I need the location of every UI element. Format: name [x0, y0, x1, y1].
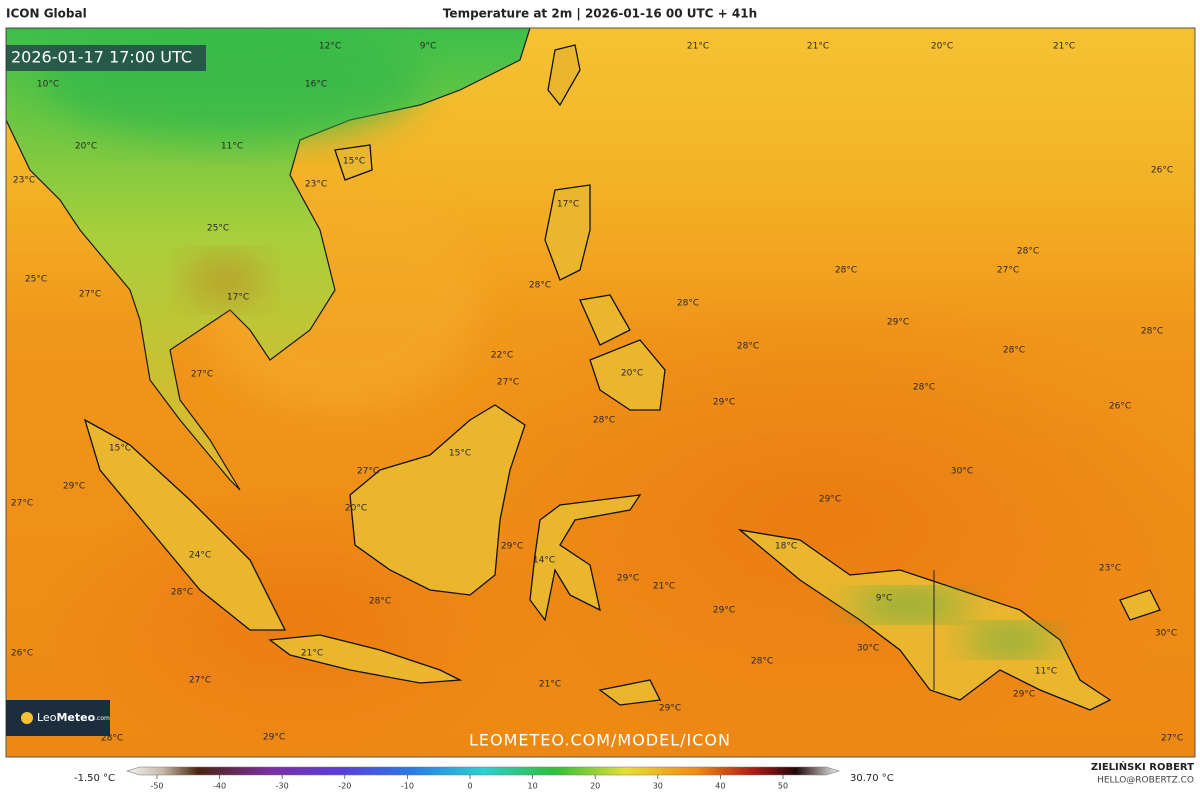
temperature-label: 28°C [101, 734, 123, 744]
temperature-label: 16°C [305, 80, 327, 90]
temperature-label: 28°C [835, 266, 857, 276]
temperature-label: 18°C [775, 542, 797, 552]
logo-leo: Leo [37, 711, 57, 724]
temperature-label: 28°C [171, 588, 193, 598]
temperature-label: 27°C [1161, 734, 1183, 744]
colorbar-tick-label: -10 [401, 782, 414, 790]
temperature-label: 20°C [75, 142, 97, 152]
temperature-label: 21°C [807, 42, 829, 52]
temperature-label: 15°C [109, 444, 131, 454]
temperature-label: 14°C [533, 556, 555, 566]
temperature-label: 21°C [1053, 42, 1075, 52]
temperature-label: 27°C [497, 378, 519, 388]
legend-min: -1.50 °C [74, 773, 115, 784]
temperature-label: 27°C [79, 290, 101, 300]
temperature-label: 15°C [343, 157, 365, 167]
temperature-label: 29°C [659, 704, 681, 714]
legend-max: 30.70 °C [850, 773, 894, 784]
temperature-label: 29°C [713, 606, 735, 616]
temperature-label: 12°C [319, 42, 341, 52]
temperature-label: 30°C [951, 467, 973, 477]
colorbar-tick-label: 30 [653, 782, 663, 790]
logo-com: .com [95, 715, 110, 722]
colorbar-tick-label: -50 [150, 782, 163, 790]
temperature-label: 11°C [1035, 667, 1057, 677]
temperature-label: 28°C [913, 383, 935, 393]
temperature-label: 20°C [345, 504, 367, 514]
temperature-label: 29°C [819, 495, 841, 505]
author-name: ZIELIŃSKI ROBERT [1091, 760, 1194, 773]
temperature-label: 26°C [1151, 166, 1173, 176]
temperature-label: 28°C [529, 281, 551, 291]
temperature-label: 27°C [357, 467, 379, 477]
time-badge [6, 45, 206, 71]
temperature-label: 29°C [1013, 690, 1035, 700]
temperature-label: 28°C [1003, 346, 1025, 356]
temperature-label: 25°C [25, 275, 47, 285]
colorbar-tick-label: 0 [467, 782, 472, 790]
temperature-label: 23°C [305, 180, 327, 190]
temperature-label: 29°C [713, 398, 735, 408]
temperature-label: 27°C [11, 499, 33, 509]
temperature-label: 27°C [191, 370, 213, 380]
temperature-label: 26°C [11, 649, 33, 659]
temperature-label: 9°C [420, 42, 437, 52]
temperature-label: 29°C [501, 542, 523, 552]
colorbar-tick-label: -30 [276, 782, 289, 790]
map-frame [5, 27, 1196, 758]
temperature-label: 29°C [263, 733, 285, 743]
temperature-label: 10°C [37, 80, 59, 90]
temperature-label: 28°C [1141, 327, 1163, 337]
logo-meteo: Meteo [56, 711, 95, 724]
temperature-label: 30°C [857, 644, 879, 654]
colorbar-tick-label: 10 [528, 782, 538, 790]
temperature-label: 20°C [621, 369, 643, 379]
temperature-label: 28°C [751, 657, 773, 667]
temperature-label: 21°C [653, 582, 675, 592]
chart-title: Temperature at 2m | 2026-01-16 00 UTC + … [443, 7, 757, 21]
valid-time: 2026-01-17 17:00 UTC [11, 48, 192, 67]
temperature-label: 29°C [887, 318, 909, 328]
temperature-label: 15°C [449, 449, 471, 459]
temperature-label: 17°C [227, 293, 249, 303]
temperature-label: 30°C [1155, 629, 1177, 639]
colorbar-tick-label: 50 [778, 782, 788, 790]
temperature-label: 23°C [1099, 564, 1121, 574]
temperature-label: 26°C [1109, 402, 1131, 412]
colorbar-tick-label: -40 [213, 782, 226, 790]
temperature-label: 29°C [617, 574, 639, 584]
colorbar-tick-label: -20 [338, 782, 351, 790]
temperature-label: 28°C [1017, 247, 1039, 257]
logo-text: LeoMeteo.com [37, 711, 110, 724]
temperature-label: 21°C [687, 42, 709, 52]
temperature-label: 25°C [207, 224, 229, 234]
temperature-label: 27°C [189, 676, 211, 686]
colorbar-tick-label: 20 [590, 782, 600, 790]
model-name: ICON Global [6, 7, 87, 21]
temperature-label: 24°C [189, 551, 211, 561]
temperature-label: 20°C [931, 42, 953, 52]
temperature-label: 28°C [677, 299, 699, 309]
temperature-label: 22°C [491, 351, 513, 361]
temperature-label: 28°C [737, 342, 759, 352]
temperature-label: 29°C [63, 482, 85, 492]
temperature-label: 28°C [593, 416, 615, 426]
temperature-label: 21°C [539, 680, 561, 690]
temperature-field: 12°C 9°C 21°C 21°C 20°C 21°C 10°C 16°C 20°C 11°C 1… [6, 28, 1195, 757]
author-contact: HELLO@ROBERTZ.CO [1097, 776, 1194, 786]
temperature-label: 27°C [997, 266, 1019, 276]
colorbar [125, 766, 841, 776]
temperature-label: 11°C [221, 142, 243, 152]
temperature-label: 23°C [13, 176, 35, 186]
temperature-label: 28°C [369, 597, 391, 607]
colorbar-tick-label: 40 [715, 782, 725, 790]
temperature-label: 17°C [557, 200, 579, 210]
watermark: LEOMETEO.COM/MODEL/ICON [469, 731, 731, 750]
temperature-label: 21°C [301, 649, 323, 659]
logo-sun [21, 712, 33, 724]
temperature-label: 9°C [876, 594, 893, 604]
